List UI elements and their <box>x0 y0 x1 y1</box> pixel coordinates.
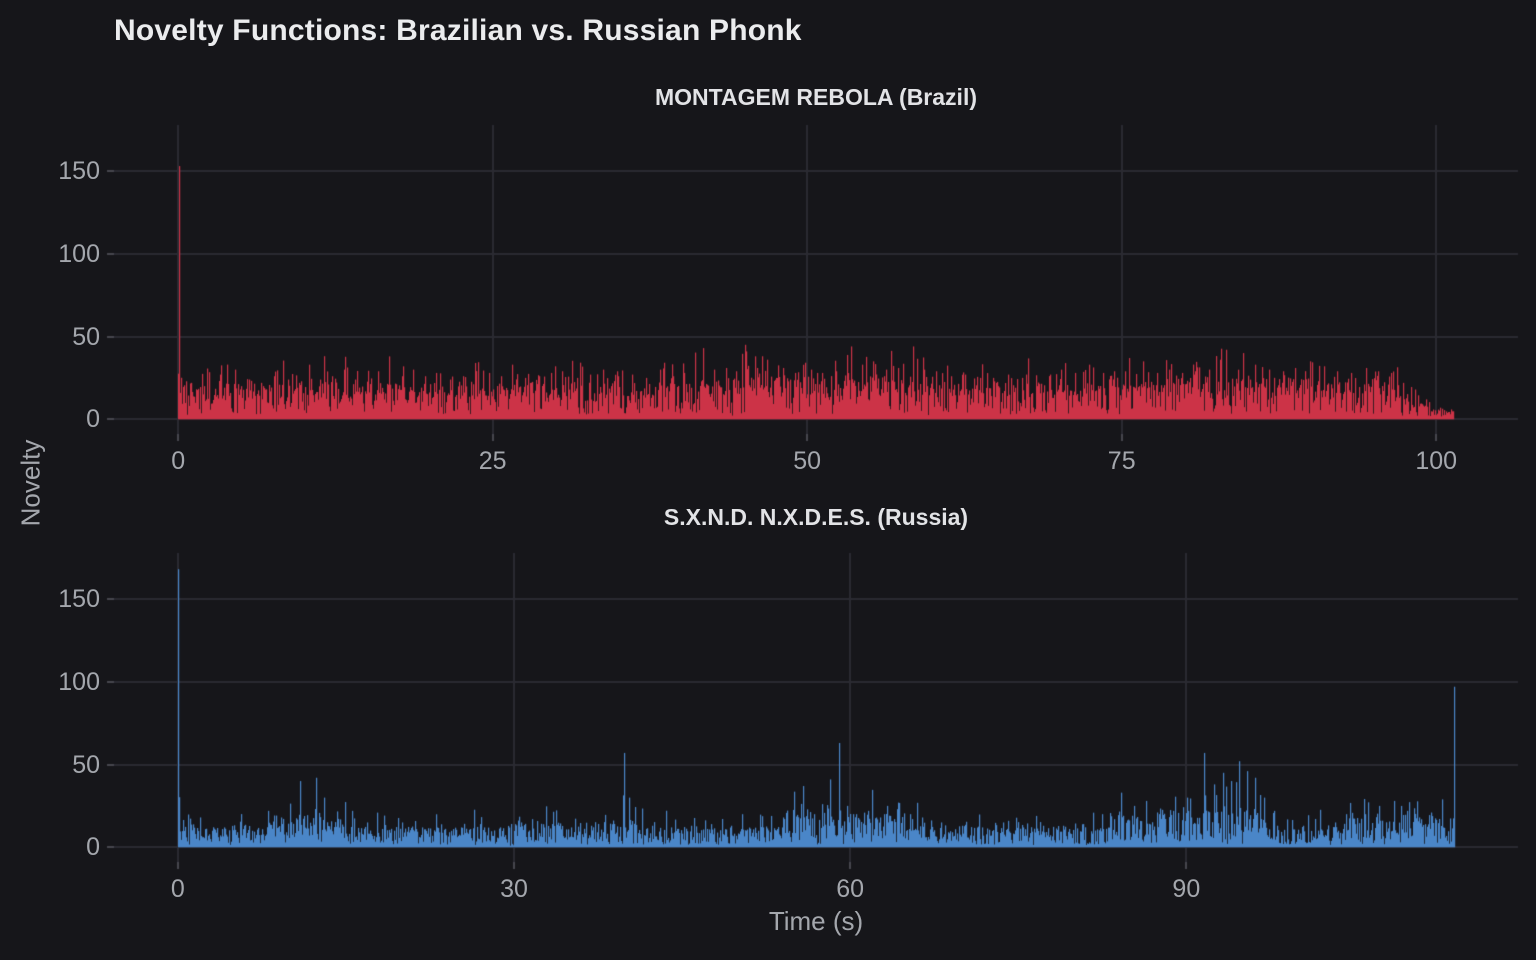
y-tick-label: 50 <box>72 322 100 351</box>
x-tick-label: 100 <box>1415 447 1458 475</box>
x-tick-label: 25 <box>478 447 507 475</box>
x-tick-label: 60 <box>836 875 865 903</box>
x-tick-label: 50 <box>793 447 822 475</box>
figure-title: Novelty Functions: Brazilian vs. Russian… <box>114 14 802 47</box>
subplot-brazil-title: MONTAGEM REBOLA (Brazil) <box>655 84 977 110</box>
x-tick-label: 75 <box>1107 447 1136 475</box>
y-tick-label: 0 <box>86 833 100 862</box>
y-tick-label: 0 <box>86 405 100 434</box>
x-tick-label: 90 <box>1172 875 1201 903</box>
y-axis-label: Novelty <box>15 439 46 527</box>
y-tick-label: 50 <box>72 750 100 779</box>
x-axis-label: Time (s) <box>768 906 864 936</box>
y-tick-label: 150 <box>58 585 100 613</box>
x-tick-label: 0 <box>170 875 185 903</box>
y-tick-label: 150 <box>58 157 100 185</box>
y-tick-label: 100 <box>58 239 100 268</box>
x-tick-label: 30 <box>500 875 528 903</box>
y-tick-label: 100 <box>58 667 100 696</box>
x-tick-label: 0 <box>171 447 186 475</box>
subplot-russia-title: S.X.N.D. N.X.D.E.S. (Russia) <box>663 504 969 530</box>
